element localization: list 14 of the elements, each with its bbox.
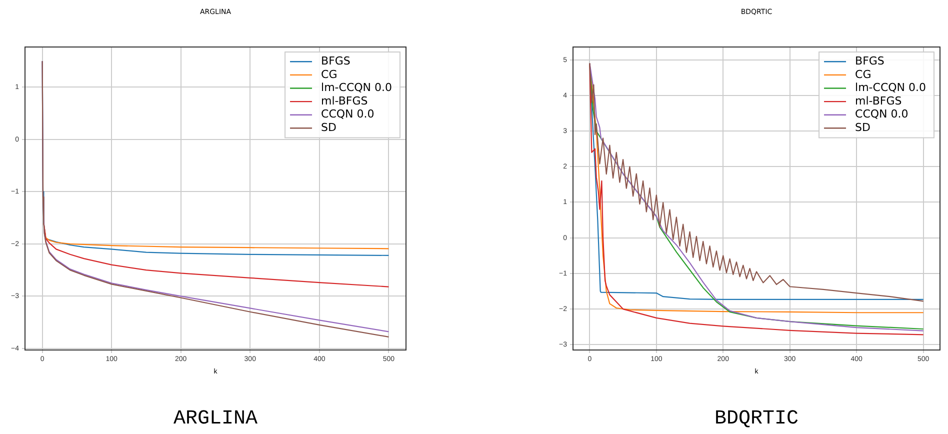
legend-label: CG (321, 68, 338, 81)
legend-label: ml-BFGS (855, 94, 902, 108)
legend-label: lm-CCQN 0.0 (855, 81, 926, 94)
legend-label: CCQN 0.0 (321, 108, 374, 121)
legend-label: CG (855, 68, 872, 81)
text: BDQRTIC (714, 407, 799, 430)
text: ARGLINA (173, 407, 258, 430)
legend-label: SD (855, 121, 870, 134)
legend-label: BFGS (321, 54, 350, 68)
legend-label: lm-CCQN 0.0 (321, 81, 392, 94)
legend-label: ml-BFGS (321, 94, 368, 108)
legend-label: CCQN 0.0 (855, 108, 908, 121)
legend-label: SD (321, 121, 336, 134)
legend-label: BFGS (855, 54, 884, 68)
